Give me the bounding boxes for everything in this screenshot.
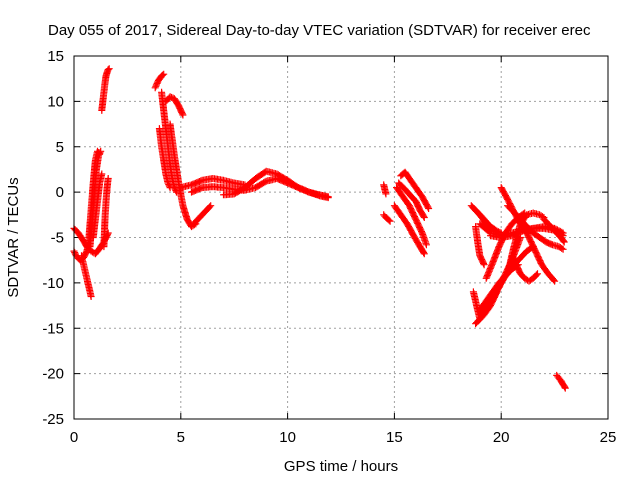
data-point xyxy=(179,111,187,119)
data-point xyxy=(422,241,430,249)
y-tick-label: -20 xyxy=(42,366,64,383)
y-tick-label: 5 xyxy=(56,139,64,156)
data-point xyxy=(105,65,113,73)
data-point xyxy=(558,244,566,252)
data-series xyxy=(390,202,428,258)
data-point xyxy=(159,71,167,79)
y-tick-label: -5 xyxy=(51,230,64,247)
data-series xyxy=(98,65,113,114)
data-series xyxy=(397,168,433,212)
data-point xyxy=(71,249,79,257)
data-point xyxy=(206,203,214,211)
data-series xyxy=(380,211,394,225)
data-series xyxy=(508,252,541,285)
data-point xyxy=(160,70,168,78)
data-series xyxy=(162,93,187,119)
data-point xyxy=(425,205,433,212)
data-series xyxy=(89,170,106,241)
data-point xyxy=(561,383,569,391)
data-point xyxy=(87,293,95,300)
data-point xyxy=(534,270,541,278)
y-tick-label: 0 xyxy=(56,184,64,201)
data-point xyxy=(324,194,332,202)
data-series xyxy=(482,209,529,282)
data-point xyxy=(521,209,529,217)
y-tick-label: 10 xyxy=(47,93,64,110)
data-point xyxy=(96,149,104,157)
data-point xyxy=(165,182,173,190)
x-tick-label: 10 xyxy=(279,429,296,446)
data-point xyxy=(560,238,568,246)
data-point xyxy=(165,181,173,189)
x-tick-label: 20 xyxy=(493,429,510,446)
data-point xyxy=(559,245,567,253)
data-series xyxy=(190,202,215,228)
data-point xyxy=(164,179,172,187)
data-point xyxy=(561,384,569,392)
x-tick-label: 5 xyxy=(177,429,185,446)
data-layer xyxy=(70,65,569,392)
data-point xyxy=(166,184,174,192)
data-series xyxy=(519,220,559,285)
y-tick-label: -25 xyxy=(42,411,64,428)
data-series xyxy=(540,215,568,246)
x-tick-label: 15 xyxy=(386,429,403,446)
x-tick-label: 25 xyxy=(600,429,617,446)
data-series xyxy=(553,371,569,392)
data-point xyxy=(559,237,567,245)
data-series xyxy=(395,179,428,221)
data-point xyxy=(95,152,103,160)
x-tick-label: 0 xyxy=(70,429,78,446)
y-tick-label: -15 xyxy=(42,320,64,337)
y-tick-label: 15 xyxy=(47,48,64,65)
data-series xyxy=(393,184,430,249)
y-axis-label: SDTVAR / TECUs xyxy=(5,177,22,297)
data-point xyxy=(420,250,428,258)
data-point xyxy=(386,217,394,225)
data-series xyxy=(78,252,95,300)
data-point xyxy=(385,216,393,224)
plot-frame xyxy=(73,55,609,420)
chart-title: Day 055 of 2017, Sidereal Day-to-day VTE… xyxy=(48,22,591,39)
data-point xyxy=(420,212,428,220)
data-series xyxy=(100,175,112,251)
data-point xyxy=(424,203,432,211)
data-point xyxy=(98,170,106,178)
data-point xyxy=(550,276,557,284)
data-point xyxy=(480,261,488,269)
data-point xyxy=(95,150,103,158)
data-point xyxy=(532,271,540,279)
data-point xyxy=(104,66,112,74)
data-point xyxy=(420,214,428,221)
data-point xyxy=(104,175,112,182)
x-axis-label: GPS time / hours xyxy=(284,458,398,475)
data-point xyxy=(420,249,428,257)
data-series xyxy=(155,125,174,192)
data-point xyxy=(551,277,559,285)
data-series xyxy=(151,70,168,92)
y-tick-label: -10 xyxy=(42,275,64,292)
data-series xyxy=(220,167,332,202)
data-series xyxy=(472,223,488,269)
data-series xyxy=(380,181,390,198)
data-point xyxy=(382,190,390,198)
data-point xyxy=(97,147,105,155)
data-point xyxy=(519,210,527,218)
data-point xyxy=(207,202,215,210)
tick-layer: 0 5 10 15 20 25 15 10 5 0 -5 -10 -15 -20 -25 xyxy=(42,48,616,446)
